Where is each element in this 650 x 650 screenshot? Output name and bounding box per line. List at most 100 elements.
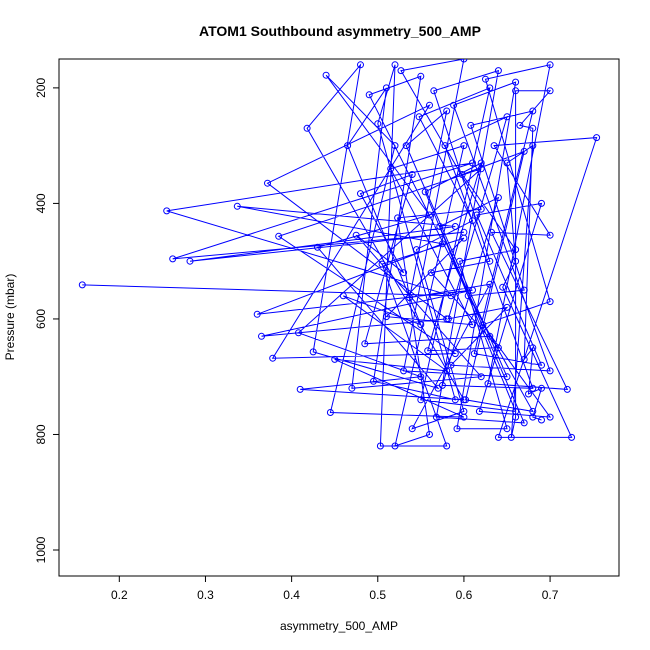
data-point bbox=[482, 75, 489, 83]
data-point bbox=[269, 354, 277, 362]
y-tick-label: 200 bbox=[34, 78, 48, 98]
data-point bbox=[426, 101, 433, 109]
data-point bbox=[322, 71, 330, 79]
data-point bbox=[568, 433, 576, 441]
data-point bbox=[479, 321, 487, 329]
data-point bbox=[400, 367, 408, 375]
data-point bbox=[503, 303, 511, 311]
data-point bbox=[460, 142, 468, 150]
chart-title: ATOM1 Southbound asymmetry_500_AMP bbox=[199, 23, 481, 39]
data-point bbox=[546, 87, 554, 95]
data-point bbox=[538, 199, 545, 207]
data-point bbox=[443, 367, 451, 375]
data-point bbox=[408, 171, 416, 178]
data-point bbox=[436, 223, 444, 230]
data-point bbox=[469, 321, 476, 329]
data-point bbox=[460, 234, 468, 242]
data-point bbox=[413, 246, 420, 254]
data-point bbox=[456, 257, 464, 265]
data-point bbox=[538, 384, 545, 392]
data-point bbox=[438, 381, 446, 389]
data-point bbox=[443, 442, 451, 450]
x-tick-label: 0.7 bbox=[542, 588, 559, 602]
data-point bbox=[417, 72, 425, 80]
data-point bbox=[458, 171, 466, 178]
data-point bbox=[447, 361, 455, 369]
data-point bbox=[275, 232, 283, 240]
data-point bbox=[344, 142, 352, 150]
data-point bbox=[406, 294, 414, 302]
data-point bbox=[391, 442, 399, 450]
data-point bbox=[391, 142, 399, 150]
data-point bbox=[451, 350, 459, 358]
data-point bbox=[430, 87, 438, 95]
data-point bbox=[529, 344, 537, 352]
data-point bbox=[503, 373, 511, 381]
x-tick-label: 0.3 bbox=[197, 588, 214, 602]
series-line bbox=[82, 59, 598, 447]
data-point bbox=[516, 121, 524, 129]
data-point bbox=[593, 134, 601, 142]
plot-frame bbox=[58, 58, 620, 577]
data-point bbox=[546, 61, 554, 69]
data-point bbox=[376, 442, 384, 450]
data-point bbox=[370, 377, 377, 385]
data-point bbox=[348, 384, 356, 392]
data-point bbox=[486, 257, 494, 265]
data-point bbox=[460, 59, 468, 63]
data-point bbox=[314, 243, 321, 251]
data-point bbox=[451, 396, 459, 404]
data-point bbox=[443, 107, 451, 115]
data-point bbox=[417, 321, 425, 329]
data-point bbox=[546, 231, 554, 239]
data-point bbox=[382, 313, 390, 321]
data-point bbox=[473, 211, 481, 219]
data-point bbox=[469, 159, 476, 167]
y-tick-label: 400 bbox=[34, 193, 48, 213]
data-point bbox=[427, 269, 435, 277]
data-point bbox=[546, 298, 554, 306]
data-point bbox=[538, 361, 545, 369]
data-point bbox=[391, 61, 399, 69]
data-point bbox=[186, 257, 194, 265]
data-point bbox=[477, 159, 485, 167]
data-point bbox=[326, 409, 334, 416]
data-point bbox=[467, 121, 475, 129]
data-point bbox=[470, 350, 478, 358]
data-point bbox=[387, 165, 395, 173]
data-point bbox=[512, 413, 520, 421]
data-point bbox=[415, 113, 423, 121]
data-point bbox=[494, 344, 502, 352]
data-point bbox=[494, 67, 502, 75]
data-point bbox=[397, 67, 405, 75]
data-point bbox=[525, 390, 532, 398]
data-point bbox=[499, 283, 507, 291]
data-point bbox=[253, 310, 261, 318]
data-point bbox=[503, 159, 511, 167]
data-point bbox=[484, 380, 492, 388]
x-tick-label: 0.2 bbox=[111, 588, 128, 602]
data-point bbox=[512, 87, 520, 95]
data-point bbox=[507, 433, 515, 441]
y-tick-label: 1000 bbox=[34, 536, 48, 563]
data-point bbox=[417, 373, 425, 381]
data-point bbox=[426, 211, 433, 219]
data-point bbox=[450, 101, 458, 109]
data-point bbox=[563, 385, 571, 393]
data-point bbox=[438, 240, 446, 248]
x-tick-label: 0.4 bbox=[283, 588, 300, 602]
data-point bbox=[490, 142, 498, 150]
series bbox=[78, 59, 601, 450]
data-point bbox=[408, 425, 416, 433]
x-tick-label: 0.6 bbox=[456, 588, 473, 602]
data-point bbox=[424, 347, 432, 355]
data-point bbox=[529, 384, 537, 392]
data-point bbox=[352, 231, 360, 239]
data-point bbox=[486, 84, 494, 92]
data-point bbox=[512, 257, 520, 265]
data-point bbox=[529, 124, 537, 132]
data-point bbox=[546, 367, 554, 375]
data-point bbox=[361, 340, 369, 348]
data-point bbox=[486, 332, 494, 340]
